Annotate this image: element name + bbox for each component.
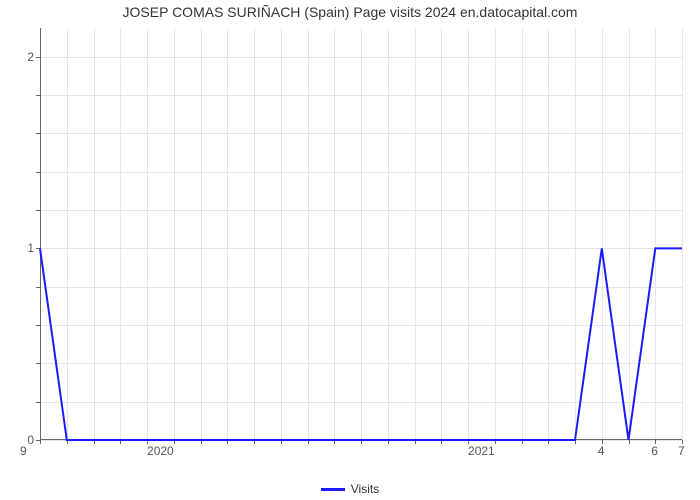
x-tick-minor [40,440,41,444]
legend: Visits [0,482,700,496]
grid-line-vertical [682,28,683,440]
legend-swatch [321,488,345,491]
x-tick-minor [629,440,630,444]
x-tick-label: 2021 [468,440,495,458]
x-tick-label: 2020 [147,440,174,458]
corner-label-bottom-right: 4 [598,444,605,458]
plot-area: 012202020219467 [40,28,682,440]
chart-title: JOSEP COMAS SURIÑACH (Spain) Page visits… [0,4,700,20]
corner-label-bottom-right: 6 [651,444,658,458]
series-line [40,28,682,440]
corner-label-bottom-left: 9 [20,444,27,458]
visits-chart: JOSEP COMAS SURIÑACH (Spain) Page visits… [0,0,700,500]
corner-label-bottom-right: 7 [678,444,685,458]
legend-label: Visits [351,482,379,496]
